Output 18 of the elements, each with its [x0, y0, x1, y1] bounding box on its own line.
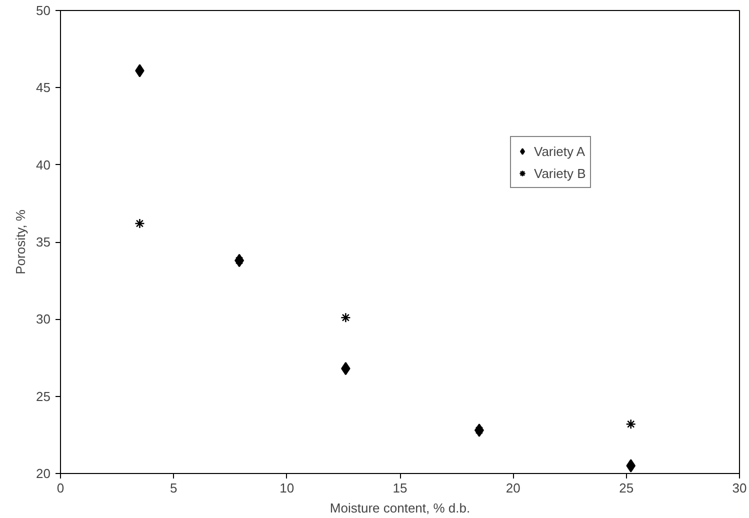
x-tick-label: 30: [732, 480, 747, 496]
x-tick-label: 15: [392, 480, 408, 496]
legend-label: Variety B: [534, 166, 586, 180]
x-tick-label: 20: [506, 480, 520, 496]
y-tick-label: 50: [36, 3, 51, 18]
x-axis-title: Moisture content, % d.b.: [330, 500, 470, 516]
y-tick-label: 20: [36, 466, 51, 481]
x-tick-label: 0: [56, 480, 64, 496]
y-tick-label: 40: [36, 157, 51, 172]
y-axis-title: Porosity, %: [13, 209, 28, 274]
x-tick-label: 10: [280, 480, 294, 496]
legend-label: Variety A: [534, 144, 586, 158]
x-tick-label: 25: [619, 480, 634, 496]
x-tick-label: 5: [170, 480, 178, 496]
y-tick-label: 30: [36, 312, 51, 327]
y-tick-label: 45: [36, 80, 51, 96]
y-tick-label: 35: [36, 234, 51, 250]
y-tick-label: 25: [36, 388, 51, 404]
